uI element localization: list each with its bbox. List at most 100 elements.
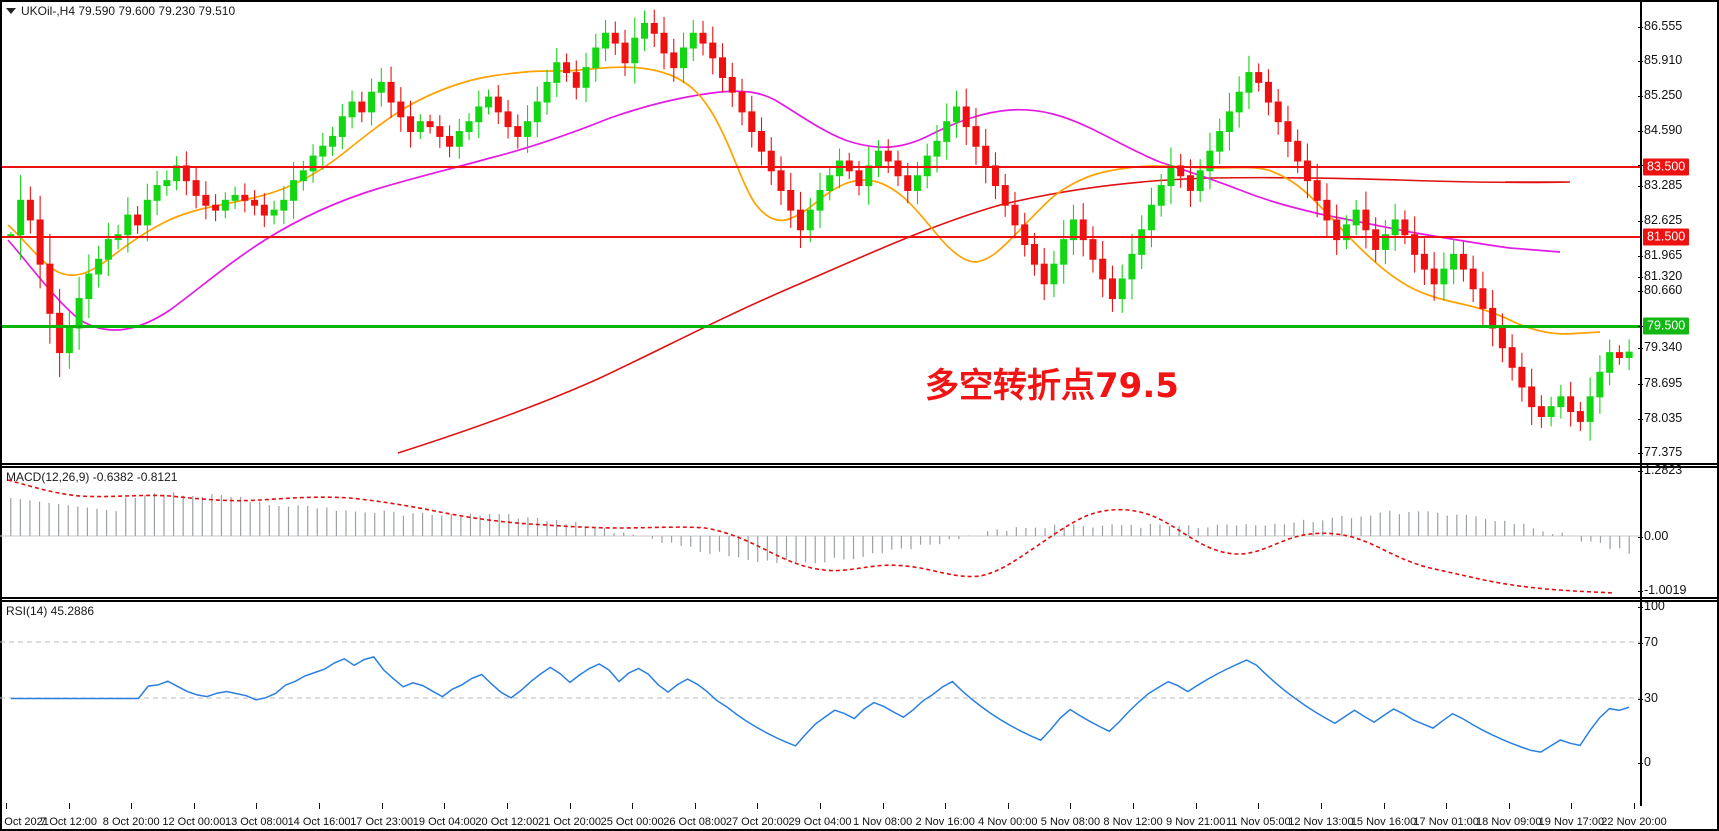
time-axis-tick-label: 25 Oct 00:00	[600, 816, 664, 828]
price-tick: 83.285	[1638, 178, 1682, 192]
time-axis-tick-label: 11 Nov 05:00	[1225, 816, 1291, 828]
rsi-tick: 100	[1638, 599, 1665, 613]
time-axis-tick-mark	[68, 803, 70, 809]
time-axis-tick-mark	[256, 803, 258, 809]
price-level-line-83500	[2, 166, 1640, 168]
time-axis-tick-label: 18 Nov 09:00	[1476, 816, 1542, 828]
macd-pane-label: MACD(12,26,9) -0.6382 -0.8121	[6, 470, 178, 484]
time-axis-tick-mark	[945, 803, 947, 809]
time-axis-tick-mark	[1007, 803, 1009, 809]
price-level-badge-79500[interactable]: 79.500	[1643, 317, 1690, 335]
time-axis-tick-label: 1 Nov 08:00	[852, 816, 913, 828]
candlestick-series	[7, 9, 1633, 441]
price-tick: 77.375	[1638, 445, 1682, 459]
pane-separator-macd-2	[0, 466, 1719, 468]
price-axis-separator	[1640, 0, 1642, 806]
price-axis[interactable]: 86.555 85.910 85.250 84.590 83.930 83.28…	[1638, 0, 1719, 831]
time-axis-tick-mark	[820, 803, 821, 809]
macd-chart-canvas[interactable]	[0, 466, 1640, 597]
time-axis-tick-label: 14 Oct 16:00	[287, 816, 351, 828]
time-axis-tick-mark	[1571, 803, 1573, 809]
time-axis-tick-label: 21 Oct 20:00	[538, 816, 602, 828]
symbol-header-label: UKOil-,H4 79.590 79.600 79.230 79.510	[21, 4, 236, 18]
time-axis-tick-mark	[6, 803, 7, 809]
price-tick: 86.555	[1638, 19, 1682, 33]
time-axis-tick-label: 8 Oct 20:00	[102, 816, 160, 828]
price-level-line-79500	[2, 325, 1640, 328]
price-tick: 82.625	[1638, 213, 1682, 227]
time-axis-tick-label: 5 Nov 08:00	[1040, 816, 1101, 828]
time-axis-tick-label: 8 Nov 12:00	[1103, 816, 1163, 828]
window-border-left	[0, 0, 2, 831]
time-axis-tick-label: 20 Oct 12:00	[475, 816, 539, 828]
time-axis-tick-mark	[1133, 803, 1135, 809]
time-axis-tick-mark	[506, 803, 508, 809]
time-axis-tick-label: 12 Nov 13:00	[1288, 816, 1354, 828]
time-axis-tick-label: 22 Nov 20:00	[1601, 816, 1667, 828]
price-tick: 78.695	[1638, 376, 1682, 390]
time-axis-tick-label: 17 Nov 01:00	[1413, 816, 1479, 828]
macd-tick: -1.0019	[1638, 583, 1686, 597]
ma-slow-line	[397, 176, 1571, 454]
price-level-line-81500	[2, 236, 1640, 238]
time-axis-tick-mark	[1634, 803, 1635, 809]
time-axis-tick-mark	[1070, 803, 1072, 809]
time-axis-tick-label: 29 Oct 04:00	[788, 816, 852, 828]
macd-histogram	[10, 492, 1630, 564]
time-axis-tick-label: 19 Nov 17:00	[1538, 816, 1605, 828]
time-axis-tick-mark	[319, 803, 321, 809]
rsi-chart-canvas[interactable]	[0, 600, 1640, 797]
triangle-down-icon[interactable]	[6, 8, 16, 14]
price-tick: 81.320	[1638, 269, 1682, 283]
time-axis-tick-mark	[381, 803, 383, 809]
time-axis-tick-mark	[1320, 803, 1322, 809]
time-axis-tick-label: 2 Nov 16:00	[915, 816, 975, 828]
time-axis-tick-label: 19 Oct 04:00	[412, 816, 476, 828]
rsi-tick: 30	[1638, 691, 1658, 705]
macd-tick: 1.2823	[1638, 463, 1682, 477]
pane-separator-rsi	[0, 597, 1719, 599]
rsi-tick: 70	[1638, 635, 1658, 649]
price-level-badge-83500[interactable]: 83.500	[1643, 158, 1690, 176]
time-axis-tick-label: 13 Oct 08:00	[224, 816, 288, 828]
price-tick: 85.910	[1638, 53, 1682, 67]
time-axis-tick-label: 5 Oct 2021	[0, 816, 49, 828]
time-axis[interactable]: 5 Oct 2021 7 Oct 12:00 8 Oct 20:00 12 Oct 0…	[0, 801, 1719, 831]
price-level-badge-81500[interactable]: 81.500	[1643, 228, 1690, 246]
price-tick: 78.035	[1638, 411, 1682, 425]
rsi-pane-label: RSI(14) 45.2886	[6, 604, 95, 618]
price-tick: 80.660	[1638, 283, 1682, 297]
rsi-tick: 0	[1638, 755, 1651, 769]
time-axis-tick-mark	[1383, 803, 1385, 809]
time-axis-tick-mark	[569, 803, 571, 809]
rsi-line	[10, 656, 1630, 753]
time-axis-tick-label: 27 Oct 20:00	[725, 816, 789, 828]
time-axis-tick-mark	[1446, 803, 1448, 809]
symbol-header: UKOil-,H4 79.590 79.600 79.230 79.510	[6, 3, 235, 19]
chart-annotation: 多空转折点79.5	[925, 366, 1179, 406]
time-axis-tick-mark	[131, 803, 133, 809]
time-axis-tick-mark	[444, 803, 446, 809]
time-axis-tick-label: 12 Oct 00:00	[162, 816, 226, 828]
time-axis-tick-mark	[757, 803, 759, 809]
time-axis-tick-mark	[632, 803, 634, 809]
price-chart-canvas[interactable]	[0, 0, 1640, 463]
time-axis-tick-label: 9 Nov 21:00	[1166, 816, 1226, 828]
time-axis-tick-mark	[1508, 803, 1510, 809]
price-tick: 84.590	[1638, 123, 1682, 137]
window-border-top	[0, 0, 1719, 2]
pane-separator-rsi-2	[0, 600, 1719, 602]
time-axis-tick-label: 15 Nov 16:00	[1350, 816, 1417, 828]
time-axis-tick-label: 17 Oct 23:00	[350, 816, 414, 828]
time-axis-tick-mark	[193, 803, 195, 809]
time-axis-tick-label: 7 Oct 12:00	[40, 816, 98, 828]
pane-separator-macd	[0, 463, 1719, 465]
price-tick: 85.250	[1638, 88, 1682, 102]
time-axis-tick-mark	[1258, 803, 1260, 809]
time-axis-tick-label: 26 Oct 08:00	[663, 816, 727, 828]
price-tick: 81.965	[1638, 248, 1682, 262]
window-border-bottom	[0, 829, 1719, 831]
time-axis-tick-mark	[694, 803, 696, 809]
macd-tick: 0.00	[1638, 529, 1668, 543]
